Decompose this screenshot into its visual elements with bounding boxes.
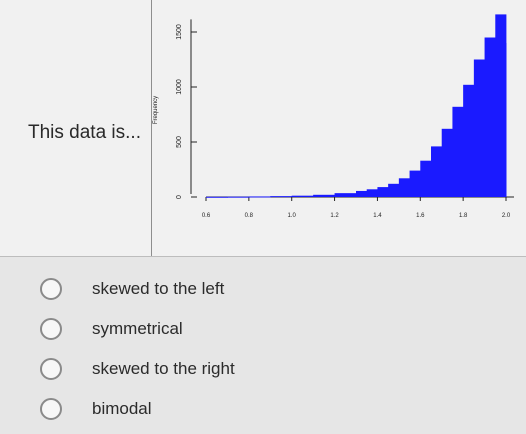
- y-tick-label: 1500: [176, 24, 183, 40]
- option-label: bimodal: [92, 399, 152, 418]
- y-tick-label: 500: [176, 136, 183, 148]
- histogram-bar: [248, 196, 271, 198]
- histogram-bar: [452, 106, 464, 197]
- histogram-bar: [398, 178, 410, 197]
- histogram-bar: [388, 183, 400, 197]
- histogram-bar: [473, 59, 485, 197]
- option-bimodal[interactable]: bimodal: [40, 394, 152, 424]
- x-tick-label: 1.0: [288, 213, 297, 219]
- x-tick-label: 1.8: [459, 213, 468, 219]
- chart-frame: [151, 0, 526, 256]
- x-tick-label: 1.6: [416, 213, 425, 219]
- y-tick-label: 0: [176, 195, 183, 199]
- option-skewed-left[interactable]: skewed to the left: [40, 274, 224, 304]
- histogram-bar: [463, 84, 475, 197]
- histogram-bar: [356, 190, 368, 197]
- option-label: skewed to the left: [92, 279, 225, 298]
- x-tick-label: 2.0: [502, 213, 511, 219]
- radio-icon[interactable]: [40, 398, 62, 420]
- histogram-bar: [420, 160, 432, 197]
- answer-options: skewed to the left symmetrical skewed to…: [0, 256, 526, 434]
- x-tick-label: 0.6: [202, 213, 211, 219]
- histogram-bar: [484, 37, 496, 197]
- question-card: This data is... 0 500 1000 1500 Frequency 0.6…: [0, 0, 526, 257]
- histogram-bar: [291, 195, 314, 197]
- histogram-bar: [441, 128, 453, 197]
- histogram-bar: [366, 189, 378, 197]
- histogram-bar: [377, 187, 389, 197]
- histogram-bar: [227, 196, 250, 198]
- x-tick-label: 1.2: [330, 213, 339, 219]
- option-symmetrical[interactable]: symmetrical: [40, 314, 183, 344]
- option-skewed-right[interactable]: skewed to the right: [40, 354, 235, 384]
- option-label: skewed to the right: [92, 359, 235, 378]
- radio-icon[interactable]: [40, 318, 62, 340]
- histogram-bar: [409, 170, 421, 197]
- x-tick-label: 0.8: [245, 213, 254, 219]
- radio-icon[interactable]: [40, 358, 62, 380]
- y-tick-label: 1000: [176, 79, 183, 95]
- histogram-bar: [495, 14, 507, 198]
- histogram-bar: [270, 196, 293, 198]
- histogram-chart: 0 500 1000 1500 Frequency 0.6 0.8 1.0 1.2 1.4 1.6 1…: [153, 14, 514, 219]
- histogram-bar: [431, 146, 443, 197]
- question-prompt: This data is...: [28, 122, 141, 143]
- histogram-bar: [334, 193, 357, 197]
- y-axis-label: Frequency: [153, 96, 159, 124]
- radio-icon[interactable]: [40, 278, 62, 300]
- histogram-bar: [506, 43, 507, 197]
- option-label: symmetrical: [92, 319, 183, 338]
- histogram-bar: [313, 194, 335, 197]
- histogram-bar: [206, 196, 228, 198]
- x-tick-label: 1.4: [373, 213, 382, 219]
